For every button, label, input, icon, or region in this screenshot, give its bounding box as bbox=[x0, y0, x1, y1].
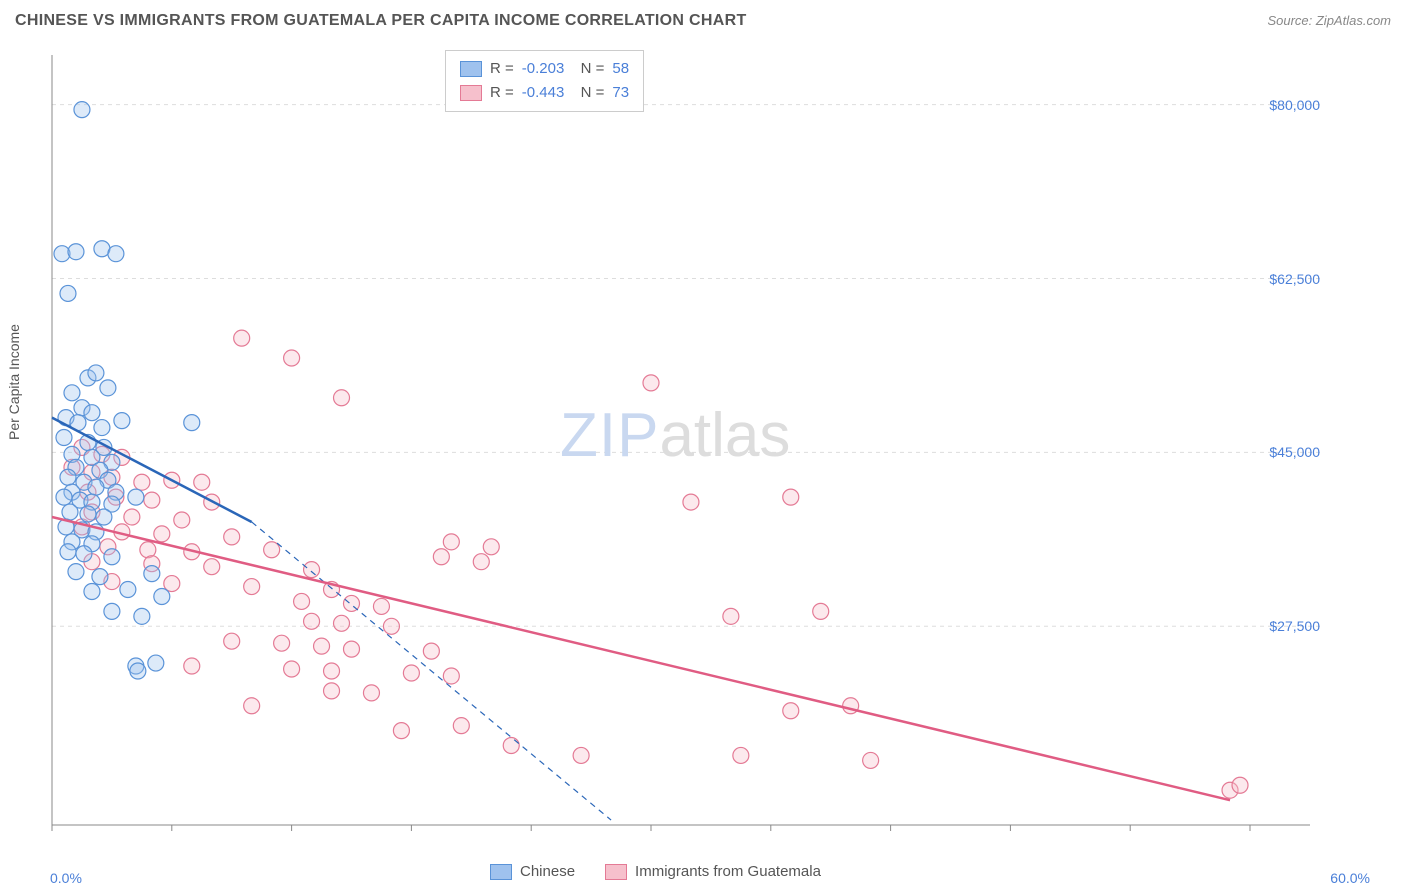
r-label-1: R = bbox=[490, 57, 514, 81]
scatter-plot-svg bbox=[50, 45, 1320, 835]
legend-item-1: Chinese bbox=[490, 863, 575, 880]
n-label-2: N = bbox=[572, 81, 604, 105]
stats-row-2: R = -0.443 N = 73 bbox=[460, 81, 629, 105]
bottom-legend: Chinese Immigrants from Guatemala bbox=[490, 863, 821, 880]
r-value-1: -0.203 bbox=[522, 57, 565, 81]
stats-legend: R = -0.203 N = 58 R = -0.443 N = 73 bbox=[445, 50, 644, 112]
stats-row-1: R = -0.203 N = 58 bbox=[460, 57, 629, 81]
legend-swatch-2 bbox=[605, 864, 627, 880]
y-tick-label: $80,000 bbox=[1269, 97, 1320, 113]
y-tick-label: $27,500 bbox=[1269, 618, 1320, 634]
source-label: Source: ZipAtlas.com bbox=[1267, 13, 1391, 28]
n-value-1: 58 bbox=[612, 57, 629, 81]
y-tick-label: $62,500 bbox=[1269, 271, 1320, 287]
legend-label-2: Immigrants from Guatemala bbox=[635, 863, 821, 880]
legend-item-2: Immigrants from Guatemala bbox=[605, 863, 821, 880]
legend-swatch-1 bbox=[490, 864, 512, 880]
chart-title: CHINESE VS IMMIGRANTS FROM GUATEMALA PER… bbox=[15, 12, 747, 30]
legend-label-1: Chinese bbox=[520, 863, 575, 880]
y-tick-label: $45,000 bbox=[1269, 444, 1320, 460]
n-label-1: N = bbox=[572, 57, 604, 81]
chart-plot-area: $27,500 $45,000 $62,500 $80,000 bbox=[50, 45, 1320, 835]
n-value-2: 73 bbox=[612, 81, 629, 105]
r-value-2: -0.443 bbox=[522, 81, 565, 105]
x-tick-max: 60.0% bbox=[1330, 870, 1370, 886]
swatch-series-2 bbox=[460, 85, 482, 101]
y-axis-label: Per Capita Income bbox=[6, 324, 22, 440]
x-tick-min: 0.0% bbox=[50, 870, 82, 886]
swatch-series-1 bbox=[460, 61, 482, 77]
header: CHINESE VS IMMIGRANTS FROM GUATEMALA PER… bbox=[15, 12, 1391, 30]
r-label-2: R = bbox=[490, 81, 514, 105]
